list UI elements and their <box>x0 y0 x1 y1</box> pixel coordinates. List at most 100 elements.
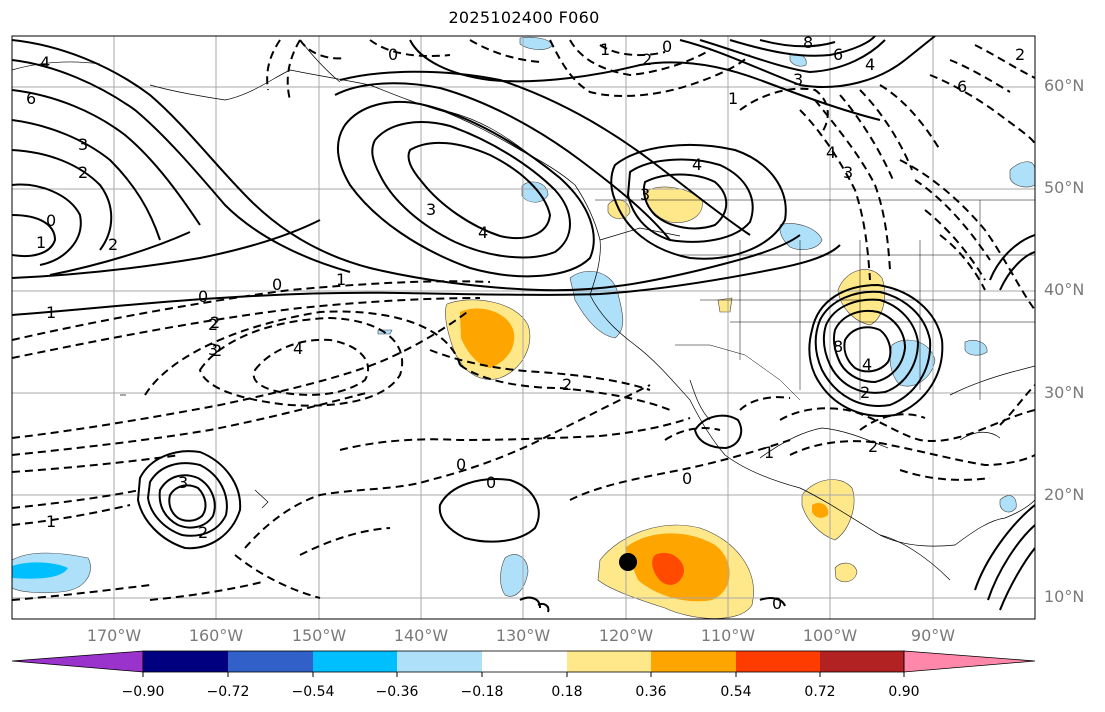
lat-label-30n: 30°N <box>1044 383 1085 402</box>
lon-label-120w: 120°W <box>598 626 654 645</box>
colorbar-segment <box>651 651 736 672</box>
lon-label-100w: 100°W <box>802 626 858 645</box>
contour-label: 3 <box>208 340 218 359</box>
contour-label: 2 <box>642 50 652 69</box>
lat-label-40n: 40°N <box>1044 280 1085 299</box>
colorbar <box>11 650 1036 677</box>
colorbar-ticks <box>142 672 905 677</box>
colorbar-segment <box>567 651 651 672</box>
contour-label: 1 <box>336 270 346 289</box>
colorbar-tick-label: −0.90 <box>121 684 165 700</box>
lon-label-150w: 150°W <box>291 626 347 645</box>
colorbar-segment <box>820 651 904 672</box>
lat-label-60n: 60°N <box>1044 76 1085 95</box>
contour-label: 3 <box>426 200 436 219</box>
anomaly-area-positive <box>834 562 858 583</box>
contour-label: 4 <box>40 53 50 72</box>
lat-label-50n: 50°N <box>1044 178 1085 197</box>
colorbar-segment <box>313 651 397 672</box>
colorbar-segment <box>736 651 820 672</box>
positive-contours <box>12 36 1035 613</box>
anomaly-area-positive <box>801 479 855 541</box>
contour-label: 3 <box>843 163 853 182</box>
contour-label: 6 <box>833 45 843 64</box>
colorbar-segment <box>482 651 567 672</box>
colorbar-tick-label: 0.18 <box>551 684 583 700</box>
contour-label: 1 <box>600 40 610 59</box>
contour-label: 2 <box>78 163 88 182</box>
contour-label: 8 <box>803 33 813 52</box>
contour-label: 6 <box>957 77 967 96</box>
contour-label: 2 <box>108 235 118 254</box>
lat-label-20n: 20°N <box>1044 485 1085 504</box>
map-frame <box>11 35 1036 620</box>
colorbar-tick-label: 0.36 <box>635 684 667 700</box>
lon-label-130w: 130°W <box>495 626 551 645</box>
contour-label: 1 <box>764 443 774 462</box>
contour-label: 8 <box>833 337 843 356</box>
map-content: 4 6 3 2 0 1 1 2 3 4 8 6 4 3 4 3 2 8 4 3 … <box>12 33 1035 619</box>
colorbar-max-arrow <box>903 650 1036 673</box>
contour-label: 6 <box>26 89 36 108</box>
contour-label: 2 <box>210 313 220 332</box>
colorbar-tick-label: 0.90 <box>888 684 920 700</box>
contour-label: 2 <box>1015 45 1025 64</box>
anomaly-area-negative <box>964 340 988 356</box>
colorbar-tick-label: 0.54 <box>720 684 752 700</box>
lon-label-140w: 140°W <box>393 626 449 645</box>
contour-label: 4 <box>826 143 836 162</box>
coastlines <box>12 39 1035 581</box>
political-borders <box>595 199 1035 401</box>
anomaly-area-negative <box>1009 161 1035 188</box>
colorbar-tick-label: −0.54 <box>291 684 335 700</box>
contour-label: 2 <box>868 437 878 456</box>
lon-label-90w: 90°W <box>910 626 956 645</box>
contour-label: 3 <box>640 185 650 204</box>
contour-label: 1 <box>46 512 56 531</box>
contour-label: 0 <box>662 37 672 56</box>
negative-contours <box>12 39 1035 601</box>
contour-label: 1 <box>728 89 738 108</box>
lon-label-170w: 170°W <box>86 626 142 645</box>
colorbar-tick-label: 0.72 <box>804 684 836 700</box>
contour-label: 0 <box>272 275 282 294</box>
contour-label: 1 <box>36 233 46 252</box>
anomaly-area-negative-core <box>12 562 68 579</box>
contour-label: 0 <box>388 45 398 64</box>
contour-label: 2 <box>198 523 208 542</box>
contour-label: 4 <box>865 55 875 74</box>
anomaly-area-negative <box>500 554 529 597</box>
colorbar-frame <box>142 650 905 673</box>
colorbar-segment <box>228 651 313 672</box>
contour-label: 4 <box>478 223 488 242</box>
anomaly-area-positive-core <box>812 503 829 518</box>
contour-label: 4 <box>862 355 872 374</box>
anomaly-area-negative <box>999 495 1017 513</box>
location-marker <box>619 553 637 571</box>
colorbar-tick-label: −0.18 <box>460 684 504 700</box>
lon-label-160w: 160°W <box>188 626 244 645</box>
map-title: 2025102400 F060 <box>448 8 600 27</box>
lon-label-110w: 110°W <box>700 626 756 645</box>
contour-label: 0 <box>46 211 56 230</box>
colorbar-tick-label: −0.36 <box>375 684 419 700</box>
contour-label: 0 <box>682 469 692 488</box>
contour-label: 2 <box>562 375 572 394</box>
contour-label: 2 <box>212 341 222 360</box>
colorbar-min-arrow <box>11 650 144 673</box>
contour-label: 2 <box>208 315 218 334</box>
anomaly-area-negative <box>519 36 553 50</box>
contour-label: 1 <box>46 303 56 322</box>
contour-label: 0 <box>456 455 466 474</box>
anomaly-area-positive-core <box>460 308 515 368</box>
contour-label: 0 <box>198 287 208 306</box>
colorbar-segment <box>397 651 482 672</box>
contour-label: 2 <box>860 383 870 402</box>
contour-label: 3 <box>178 473 188 492</box>
anomaly-area-positive-max <box>652 552 685 585</box>
contour-labels: 4 6 3 2 0 1 1 2 3 4 8 6 4 3 4 3 2 8 4 3 … <box>26 33 1025 613</box>
colorbar-segment <box>143 651 228 672</box>
contour-label: 3 <box>78 135 88 154</box>
colorbar-tick-label: −0.72 <box>206 684 250 700</box>
